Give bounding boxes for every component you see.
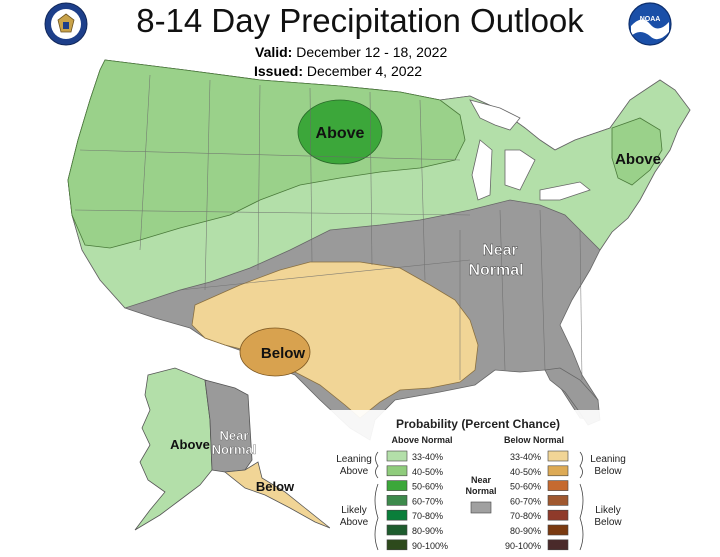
map-title: 8-14 Day Precipitation Outlook [136, 2, 584, 39]
label-alaska-above: Above [170, 437, 210, 452]
legend-above-swatch [386, 480, 408, 491]
legend-below-range: 80-90% [510, 526, 541, 536]
legend-above-swatch [386, 509, 408, 521]
issued-date: December 4, 2022 [306, 63, 423, 79]
valid-label: Valid: [255, 44, 293, 60]
above-strong-north [297, 99, 383, 165]
legend-rows: 33-40% 33-40% 40-50% 40-50% 50-60% 50-60% 60-7… [386, 450, 569, 551]
legend-below-swatch [547, 450, 569, 462]
legend-below-range: 50-60% [510, 482, 541, 492]
legend: Probability (Percent Chance) Above Norma… [330, 410, 720, 557]
legend-above-swatch [386, 450, 408, 462]
valid-dates: December 12 - 18, 2022 [296, 44, 448, 60]
legend-above-range: 90-100% [412, 541, 448, 551]
legend-above-swatch [386, 495, 408, 506]
label-near-normal-1: Near [482, 242, 518, 259]
legend-above-range: 33-40% [412, 452, 443, 462]
legend-above-range: 40-50% [412, 467, 443, 477]
legend-above-swatch [386, 524, 408, 536]
legend-title: Probability (Percent Chance) [396, 417, 560, 431]
legend-near-normal-2: Normal [465, 486, 496, 496]
great-lakes [469, 99, 591, 201]
legend-above-swatch [386, 465, 408, 477]
legend-above-range: 60-70% [412, 496, 443, 506]
legend-leaning-above-2: Above [340, 466, 369, 477]
legend-below-swatch [547, 509, 569, 521]
label-above-northeast: Above [615, 151, 661, 168]
issued-line: Issued: December 4, 2022 [254, 63, 422, 79]
label-below-texas: Below [261, 345, 306, 362]
legend-likely-above-1: Likely [341, 505, 367, 516]
below-mid-texas [239, 327, 311, 377]
legend-likely-below-2: Below [594, 517, 622, 528]
legend-likely-above-2: Above [340, 517, 369, 528]
legend-above-swatch [386, 539, 408, 551]
legend-below-range: 90-100% [505, 541, 541, 551]
alaska-near [204, 379, 253, 473]
legend-below-swatch [547, 524, 569, 536]
legend-below-range: 70-80% [510, 511, 541, 521]
legend-likely-below-1: Likely [595, 505, 621, 516]
legend-below-swatch [547, 480, 569, 491]
label-alaska-near-2: Normal [212, 442, 257, 457]
issued-label: Issued: [254, 63, 304, 79]
legend-above-range: 70-80% [412, 511, 443, 521]
label-above-north: Above [316, 125, 365, 142]
legend-near-normal-1: Near [471, 475, 492, 485]
legend-below-swatch [547, 465, 569, 477]
legend-leaning-above-1: Leaning [336, 454, 372, 465]
legend-below-range: 40-50% [510, 467, 541, 477]
legend-below-swatch [547, 539, 569, 551]
legend-below-header: Below Normal [504, 435, 564, 445]
legend-below-range: 60-70% [510, 496, 541, 506]
state-lines [74, 74, 583, 381]
above-mid-northeast [611, 117, 663, 186]
legend-leaning-below-2: Below [594, 466, 622, 477]
legend-below-swatch [547, 495, 569, 506]
valid-line: Valid: December 12 - 18, 2022 [255, 44, 447, 60]
noaa-logo-text: NOAA [640, 16, 661, 23]
label-near-normal-2: Normal [468, 262, 523, 279]
noaa-logo-icon: NOAA [628, 2, 672, 46]
commerce-seal-icon [44, 2, 88, 46]
legend-above-range: 50-60% [412, 482, 443, 492]
legend-near-normal-swatch [470, 501, 492, 514]
legend-below-range: 33-40% [510, 452, 541, 462]
legend-leaning-below-1: Leaning [590, 454, 626, 465]
legend-above-range: 80-90% [412, 526, 443, 536]
label-alaska-near-1: Near [220, 428, 249, 443]
alaska-below [223, 461, 331, 529]
label-alaska-below: Below [256, 479, 295, 494]
legend-above-header: Above Normal [391, 435, 452, 445]
